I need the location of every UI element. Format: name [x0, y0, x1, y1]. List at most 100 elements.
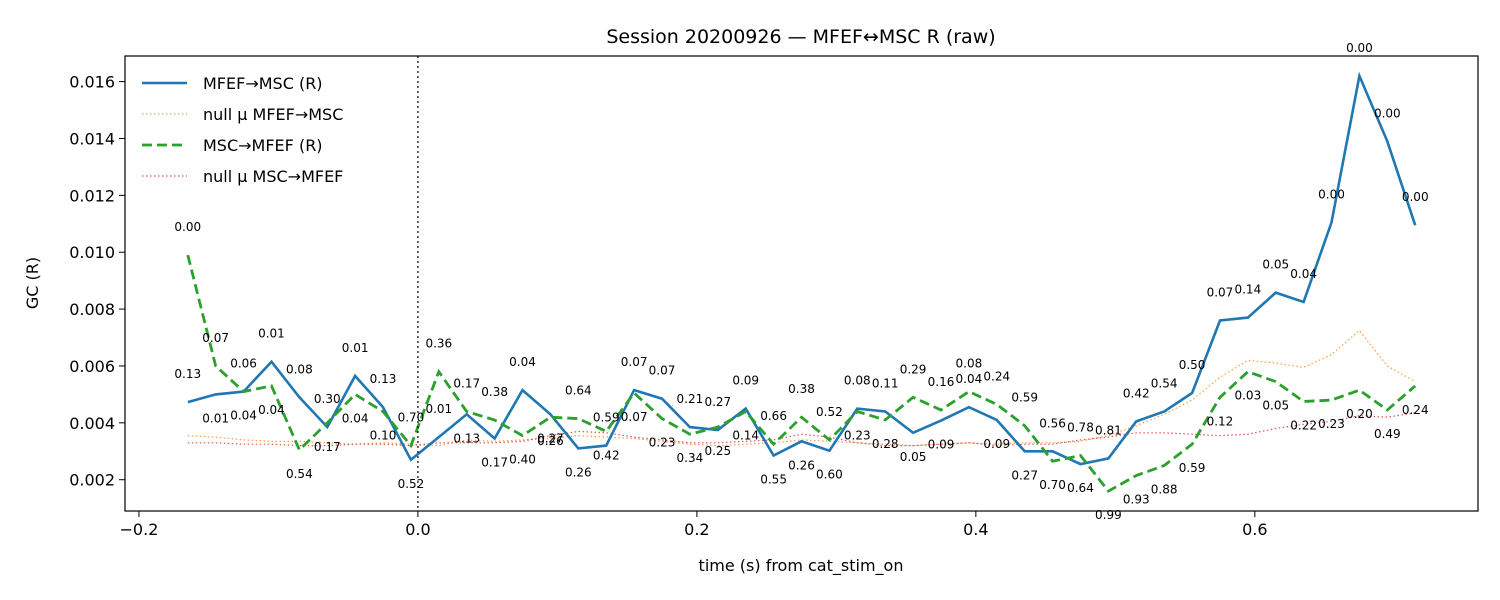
- p-value-label: 0.22: [1290, 419, 1317, 433]
- p-value-label: 0.07: [1207, 285, 1234, 299]
- p-value-label: 0.10: [370, 428, 397, 442]
- p-value-label: 0.27: [537, 431, 564, 445]
- p-value-label: 0.34: [677, 451, 704, 465]
- legend-label-mfef-msc-r: MFEF→MSC (R): [203, 74, 323, 93]
- series-line-null-mfef-msc: [187, 329, 1416, 447]
- p-value-label: 0.00: [174, 220, 201, 234]
- p-value-label: 0.17: [481, 455, 508, 469]
- p-value-label: 0.04: [230, 409, 257, 423]
- y-tick-label: 0.008: [69, 300, 115, 319]
- p-value-label: 0.01: [258, 327, 285, 341]
- p-value-label: 0.38: [788, 382, 815, 396]
- p-value-label: 0.04: [509, 355, 536, 369]
- p-value-label: 0.78: [1067, 421, 1094, 435]
- p-value-label: 0.52: [398, 477, 425, 491]
- y-tick-label: 0.004: [69, 414, 115, 433]
- p-value-label: 0.64: [1067, 481, 1094, 495]
- p-value-label: 0.07: [621, 355, 648, 369]
- p-value-label: 0.04: [342, 411, 369, 425]
- x-tick-label: 0.6: [1242, 520, 1267, 539]
- x-tick-label: 0.2: [684, 520, 709, 539]
- p-value-label: 0.40: [509, 453, 536, 467]
- p-value-label: 0.13: [453, 431, 480, 445]
- p-value-label: 0.26: [537, 434, 564, 448]
- p-value-label: 0.16: [928, 375, 955, 389]
- p-value-label: 0.81: [1095, 423, 1122, 437]
- p-value-label: 0.54: [1151, 376, 1178, 390]
- p-value-label: 0.70: [398, 411, 425, 425]
- p-value-label: 0.04: [258, 403, 285, 417]
- p-value-label: 0.56: [1039, 416, 1066, 430]
- p-value-label: 0.01: [342, 341, 369, 355]
- p-value-label: 0.08: [956, 357, 983, 371]
- p-value-label: 0.23: [1318, 417, 1345, 431]
- p-value-label: 0.17: [453, 376, 480, 390]
- y-tick-label: 0.006: [69, 357, 115, 376]
- p-value-label: 0.24: [1402, 403, 1429, 417]
- p-value-label: 0.60: [816, 468, 843, 482]
- p-value-label: 0.99: [1095, 508, 1122, 522]
- p-value-label: 0.27: [704, 395, 731, 409]
- y-tick-label: 0.002: [69, 471, 115, 490]
- x-tick-label: 0.4: [963, 520, 988, 539]
- p-value-label: 0.04: [1290, 267, 1317, 281]
- p-value-label: 0.70: [1039, 478, 1066, 492]
- p-value-label: 0.28: [872, 437, 899, 451]
- p-value-label: 0.12: [1207, 414, 1234, 428]
- p-value-label: 0.30: [314, 392, 341, 406]
- legend-label-null-msc-mfef: null µ MSC→MFEF: [203, 167, 343, 186]
- p-value-labels: 0.13 0.01 0.06 0.01 0.08 0.30 0.01 0.13 0.52 0.01…: [174, 41, 1428, 522]
- y-tick-label: 0.010: [69, 243, 115, 262]
- series-line-msc-mfef-r: [186, 254, 1417, 493]
- p-value-label: 0.64: [565, 384, 592, 398]
- p-value-label: 0.08: [844, 374, 871, 388]
- p-value-label: 0.50: [1179, 358, 1206, 372]
- p-value-label: 0.01: [425, 402, 452, 416]
- p-value-label: 0.04: [956, 372, 983, 386]
- p-value-label: 0.59: [1011, 391, 1038, 405]
- p-value-label: 0.42: [593, 448, 620, 462]
- p-value-label: 0.14: [732, 428, 759, 442]
- p-value-label: 0.36: [425, 337, 452, 351]
- p-value-label: 0.24: [983, 369, 1010, 383]
- p-value-label: 0.05: [1262, 399, 1289, 413]
- x-axis-label: time (s) from cat_stim_on: [699, 556, 904, 576]
- series-line-null-msc-mfef: [187, 412, 1416, 447]
- p-value-label: 0.00: [1374, 106, 1401, 120]
- y-axis: 0.002 0.004 0.006 0.008 0.010 0.012 0.014 0.016: [69, 73, 125, 490]
- p-value-label: 0.07: [649, 364, 676, 378]
- plot-background: [125, 56, 1478, 511]
- p-value-label: 0.27: [1011, 468, 1038, 482]
- p-value-label: 0.09: [928, 438, 955, 452]
- x-tick-label: −0.2: [120, 520, 159, 539]
- p-value-label: 0.00: [1346, 41, 1373, 55]
- p-value-label: 0.05: [1262, 258, 1289, 272]
- y-tick-label: 0.012: [69, 186, 115, 205]
- p-value-label: 0.54: [286, 467, 313, 481]
- p-value-label: 0.26: [788, 458, 815, 472]
- x-tick-label: 0.0: [405, 520, 430, 539]
- y-tick-label: 0.014: [69, 129, 115, 148]
- p-value-label: 0.52: [816, 405, 843, 419]
- p-value-label: 0.49: [1374, 427, 1401, 441]
- plot-frame: [124, 55, 1479, 512]
- p-value-label: 0.11: [872, 376, 899, 390]
- p-value-label: 0.59: [1179, 461, 1206, 475]
- p-value-label: 0.66: [760, 409, 787, 423]
- p-value-label: 0.07: [202, 331, 229, 345]
- y-tick-label: 0.016: [69, 73, 115, 92]
- p-value-label: 0.93: [1123, 492, 1150, 506]
- p-value-label: 0.38: [481, 385, 508, 399]
- p-value-label: 0.09: [732, 374, 759, 388]
- legend-label-null-mfef-msc: null µ MFEF→MSC: [203, 105, 343, 124]
- p-value-label: 0.13: [370, 372, 397, 386]
- p-value-label: 0.03: [1234, 389, 1261, 403]
- p-value-label: 0.23: [649, 436, 676, 450]
- null-series-group: [187, 329, 1416, 447]
- p-value-label: 0.20: [1346, 407, 1373, 421]
- p-value-label: 0.01: [202, 411, 229, 425]
- p-value-label: 0.13: [174, 367, 201, 381]
- p-value-label: 0.05: [900, 450, 927, 464]
- legend-label-msc-mfef-r: MSC→MFEF (R): [203, 136, 323, 155]
